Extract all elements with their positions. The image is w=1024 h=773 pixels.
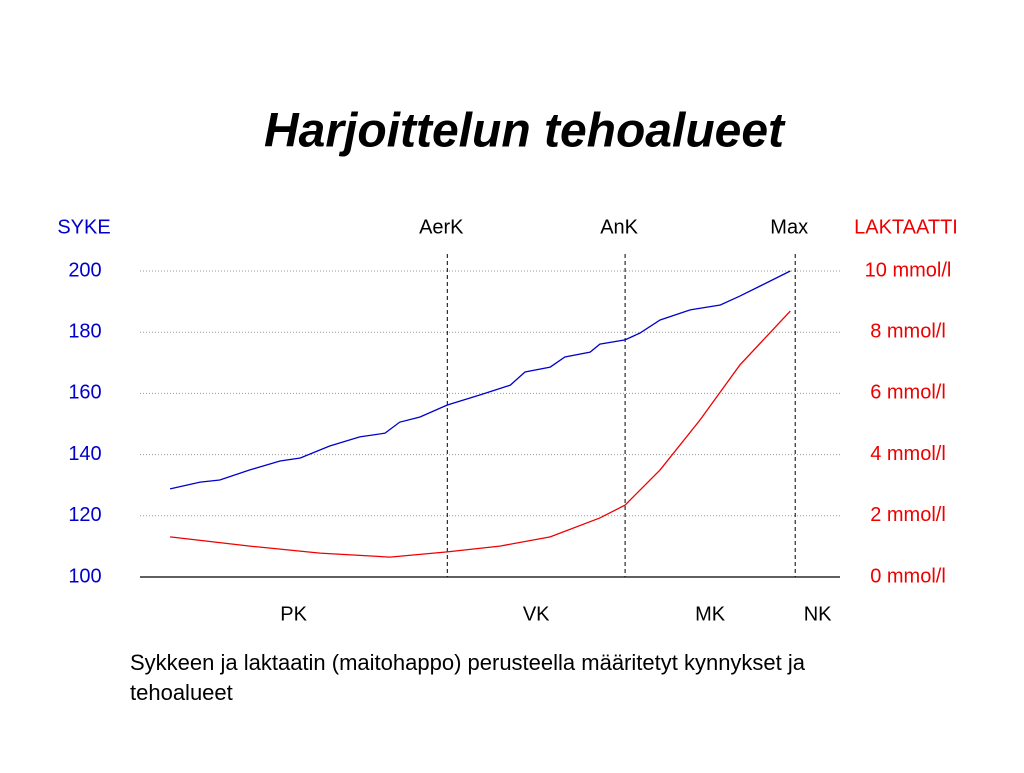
y-axis-title: SYKE <box>57 216 110 238</box>
y2-tick-label: 4 mmol/l <box>870 443 946 465</box>
y-tick-label: 180 <box>68 320 101 342</box>
zone-label: MK <box>695 603 726 625</box>
chart-title: Harjoittelun tehoalueet <box>264 105 786 158</box>
threshold-label: AerK <box>419 216 464 238</box>
y2-tick-label: 6 mmol/l <box>870 382 946 404</box>
y-tick-label: 140 <box>68 443 101 465</box>
y2-axis-title: LAKTAATTI <box>854 216 958 238</box>
y2-tick-label: 2 mmol/l <box>870 504 946 526</box>
caption-box: Sykkeen ja laktaatin (maitohappo) perust… <box>130 650 806 705</box>
y2-tick-label: 8 mmol/l <box>870 320 946 342</box>
y-tick-label: 120 <box>68 504 101 526</box>
zone-label: NK <box>804 603 832 625</box>
zone-label: VK <box>523 603 550 625</box>
caption: Sykkeen ja laktaatin (maitohappo) perust… <box>130 650 806 705</box>
zone-label: PK <box>280 603 307 625</box>
y2-tick-label: 0 mmol/l <box>870 565 946 587</box>
y2-tick-label: 10 mmol/l <box>865 259 952 281</box>
series-line <box>170 310 791 558</box>
threshold-label: AnK <box>600 216 638 238</box>
threshold-label: Max <box>770 216 808 238</box>
y-tick-label: 200 <box>68 259 101 281</box>
y-tick-label: 100 <box>68 565 101 587</box>
series-line <box>169 270 791 490</box>
y-tick-label: 160 <box>68 382 101 404</box>
